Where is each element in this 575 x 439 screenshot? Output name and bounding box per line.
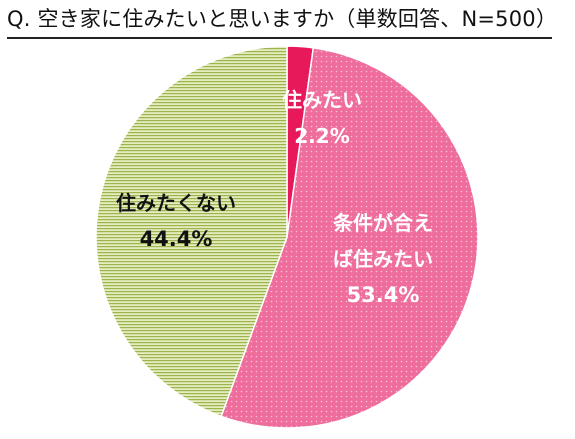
slice-label-conditional-line-1: 条件が合え [333, 211, 433, 235]
pie-slice-not-want [95, 45, 288, 418]
pie-slice-conditional [220, 46, 479, 429]
title-underline [7, 37, 552, 39]
slice-label-not-want: 住みたくない [116, 191, 236, 215]
slice-value-want-to-live: 2.2% [294, 124, 349, 148]
slice-value-conditional: 53.4% [347, 283, 420, 307]
slice-value-not-want: 44.4% [140, 227, 213, 251]
slice-label-want-to-live: 住みたい [282, 88, 362, 112]
chart-title: Q. 空き家に住みたいと思いますか（単数回答、N=500） [7, 7, 558, 31]
slice-label-conditional-line-2: ば住みたい [333, 247, 433, 271]
